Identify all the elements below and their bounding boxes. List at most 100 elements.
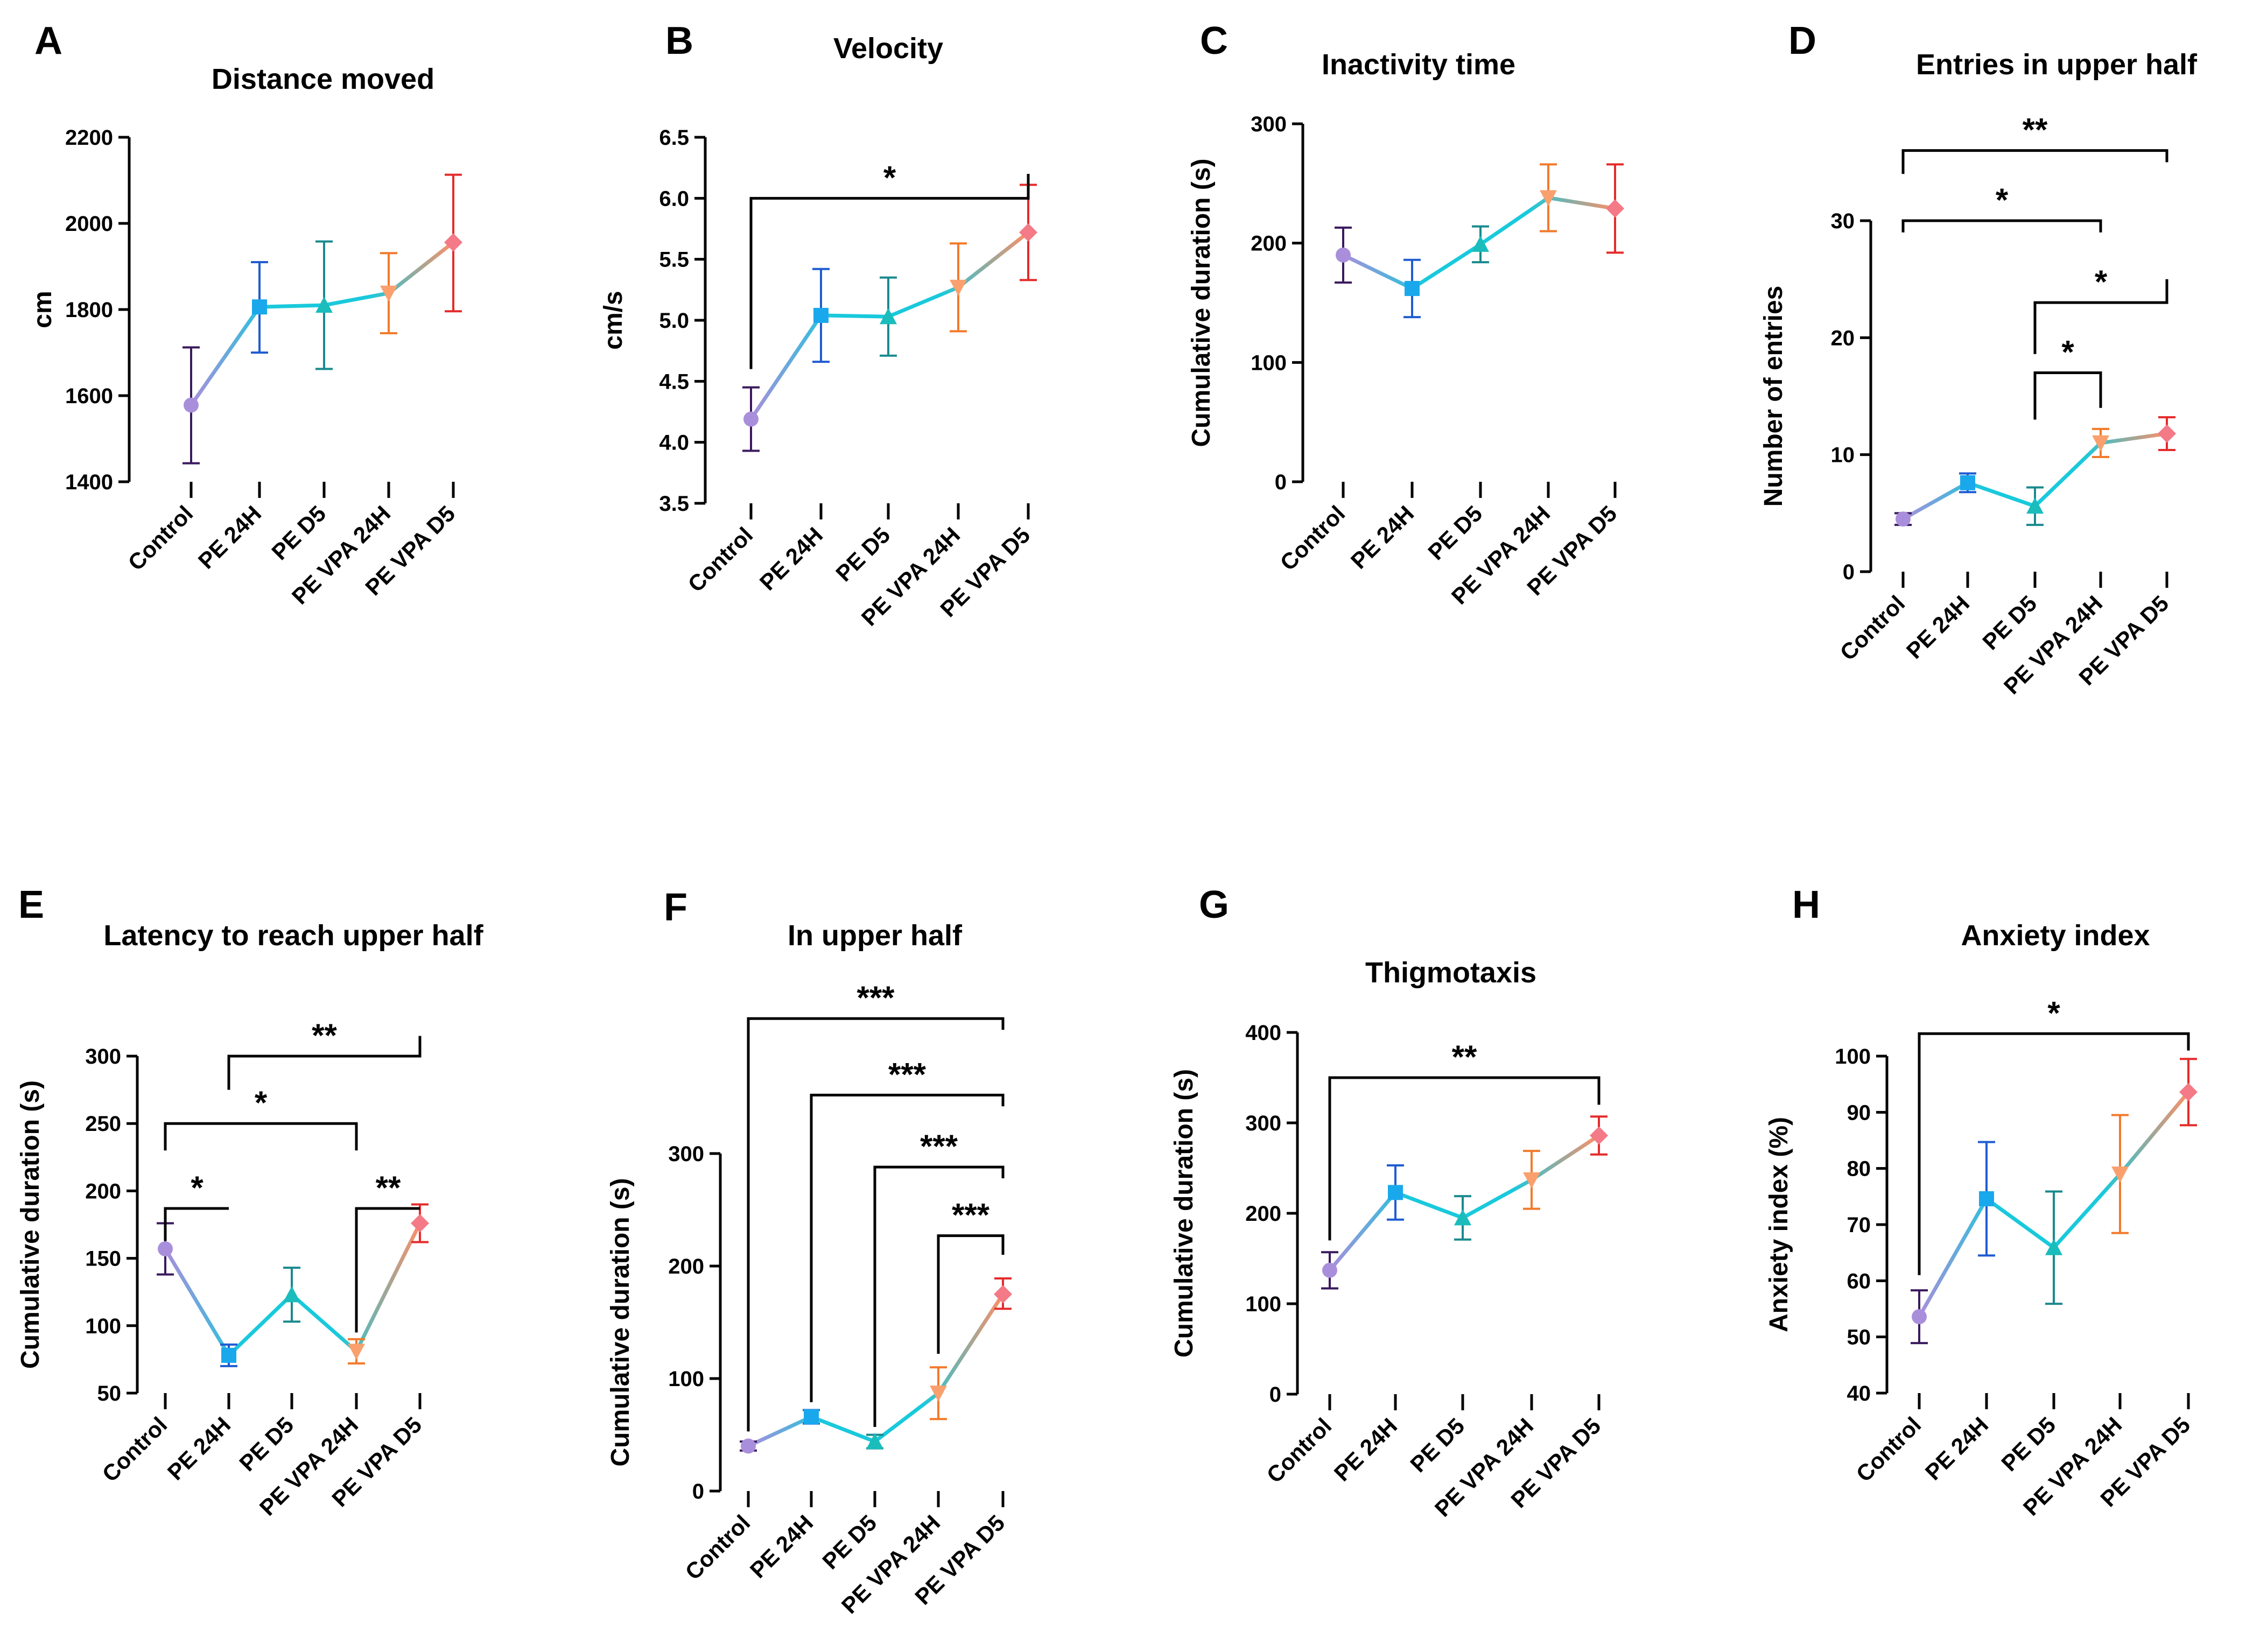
y-tick-label-c: 100 bbox=[1251, 351, 1287, 375]
y-axis-title-h: Anxiety index (%) bbox=[1765, 1117, 1793, 1332]
significance-label-d: * bbox=[2061, 334, 2074, 370]
chart-panel-b: B Velocity 3.5 4.0 4.5 5.0 5.5 6.0 6.5 cm/s Contro… bbox=[599, 19, 1037, 631]
x-tick-label-d: PE D5 bbox=[1977, 590, 2041, 655]
y-tick-label-h: 60 bbox=[1847, 1269, 1871, 1293]
significance-bracket-e bbox=[227, 1036, 422, 1090]
x-tick-label-b: PE D5 bbox=[831, 522, 895, 586]
significance-label-e: ** bbox=[376, 1170, 401, 1206]
square-marker-h bbox=[1979, 1191, 1994, 1207]
triangle-down-marker-a bbox=[380, 285, 397, 302]
significance-label-e: ** bbox=[312, 1017, 337, 1053]
y-tick-label-d: 10 bbox=[1831, 444, 1855, 467]
chart-title-d: Entries in upper half bbox=[1916, 48, 2198, 81]
square-marker-a bbox=[252, 299, 267, 315]
square-marker-c bbox=[1405, 280, 1420, 296]
significance-bracket-d bbox=[1901, 149, 2168, 174]
x-tick-label-c: PE 24H bbox=[1346, 501, 1419, 574]
y-tick-label-b: 5.0 bbox=[659, 309, 689, 333]
chart-panel-f: F In upper half 0 100 200 300 Cumulative durat… bbox=[606, 886, 1012, 1619]
triangle-marker-d bbox=[2026, 497, 2044, 514]
significance-bracket-e bbox=[164, 1207, 229, 1241]
square-marker-d bbox=[1960, 475, 1975, 490]
x-tick-label-b: Control bbox=[683, 522, 758, 597]
y-tick-label-e: 250 bbox=[85, 1112, 121, 1136]
panel-letter-g: G bbox=[1199, 883, 1229, 926]
x-tick-label-c: Control bbox=[1275, 501, 1350, 575]
y-axis-title-d: Number of entries bbox=[1759, 286, 1788, 507]
triangle-down-marker-c bbox=[1540, 190, 1557, 207]
y-tick-label-e: 300 bbox=[85, 1045, 121, 1068]
significance-label-e: * bbox=[191, 1170, 203, 1206]
panel-letter-a: A bbox=[34, 19, 62, 62]
significance-label-f: *** bbox=[952, 1197, 990, 1233]
diamond-marker-g bbox=[1590, 1126, 1608, 1145]
panel-letter-e: E bbox=[18, 883, 44, 926]
significance-label-g: ** bbox=[1452, 1039, 1477, 1075]
chart-title-a: Distance moved bbox=[212, 63, 434, 95]
diamond-marker-e bbox=[411, 1214, 429, 1233]
chart-panel-e: E Latency to reach upper half 50 100 150 200 2… bbox=[16, 883, 484, 1521]
significance-bracket-b bbox=[749, 174, 1030, 369]
panel-letter-b: B bbox=[665, 19, 693, 62]
y-tick-label-h: 70 bbox=[1847, 1213, 1871, 1237]
diamond-marker-f bbox=[994, 1285, 1012, 1304]
significance-bracket-f bbox=[937, 1234, 1005, 1354]
x-tick-label-f: PE 24H bbox=[745, 1510, 818, 1583]
triangle-down-marker-h bbox=[2111, 1166, 2129, 1183]
significance-label-b: * bbox=[883, 159, 896, 195]
x-tick-label-g: PE 24H bbox=[1329, 1413, 1402, 1486]
x-tick-label-h: PE 24H bbox=[1920, 1412, 1994, 1485]
y-tick-label-b: 4.5 bbox=[659, 370, 689, 393]
panel-letter-h: H bbox=[1792, 883, 1820, 926]
triangle-down-marker-d bbox=[2092, 435, 2109, 452]
chart-panel-h: H Anxiety index 40 50 60 70 80 90 100 Anxiety ind… bbox=[1765, 883, 2198, 1521]
circle-marker-h bbox=[1912, 1309, 1927, 1325]
significance-bracket-d bbox=[2033, 279, 2168, 354]
triangle-marker-a bbox=[315, 297, 333, 313]
x-tick-label-e: Control bbox=[97, 1412, 172, 1487]
y-tick-label-f: 0 bbox=[692, 1480, 704, 1503]
significance-label-d: * bbox=[1996, 182, 2009, 218]
significance-bracket-h bbox=[1918, 1032, 2190, 1275]
significance-bracket-e bbox=[164, 1122, 358, 1151]
y-axis-title-g: Cumulative duration (s) bbox=[1170, 1069, 1198, 1358]
square-marker-f bbox=[804, 1409, 819, 1425]
x-tick-label-e: PE 24H bbox=[163, 1412, 236, 1485]
circle-marker-a bbox=[184, 397, 199, 413]
significance-bracket-f bbox=[747, 1017, 1005, 1432]
diamond-marker-b bbox=[1019, 223, 1037, 242]
chart-title-e: Latency to reach upper half bbox=[103, 919, 483, 952]
x-tick-label-h: Control bbox=[1851, 1412, 1926, 1487]
significance-label-d: * bbox=[2095, 264, 2108, 300]
significance-bracket-f bbox=[873, 1165, 1005, 1427]
y-tick-label-g: 300 bbox=[1245, 1112, 1281, 1135]
chart-panel-d: D Entries in upper half 0 10 20 30 Number of e… bbox=[1759, 19, 2198, 699]
significance-bracket-d bbox=[1901, 219, 2102, 233]
square-marker-b bbox=[813, 307, 829, 323]
y-axis-title-b: cm/s bbox=[599, 291, 628, 349]
triangle-marker-f bbox=[866, 1433, 883, 1450]
significance-bracket-e bbox=[355, 1207, 420, 1333]
series-line-b bbox=[749, 231, 1030, 420]
x-tick-label-g: PE D5 bbox=[1405, 1413, 1469, 1477]
y-tick-label-b: 4.0 bbox=[659, 431, 689, 455]
y-tick-label-a: 2000 bbox=[65, 212, 113, 236]
diamond-marker-c bbox=[1606, 199, 1624, 218]
y-tick-label-b: 5.5 bbox=[659, 248, 689, 272]
y-tick-label-e: 200 bbox=[85, 1179, 121, 1203]
circle-marker-g bbox=[1322, 1262, 1337, 1278]
circle-marker-c bbox=[1336, 247, 1351, 263]
y-axis-title-a: cm bbox=[29, 291, 57, 328]
y-tick-label-e: 50 bbox=[97, 1382, 122, 1405]
chart-panel-g: G Thigmotaxis 0 100 200 300 400 Cumulative dura… bbox=[1170, 883, 1608, 1522]
y-tick-label-d: 30 bbox=[1831, 209, 1855, 233]
y-tick-label-h: 40 bbox=[1847, 1382, 1871, 1405]
y-tick-label-g: 0 bbox=[1269, 1383, 1281, 1407]
diamond-marker-d bbox=[2158, 424, 2176, 443]
y-axis-title-f: Cumulative duration (s) bbox=[606, 1178, 635, 1466]
significance-label-d: ** bbox=[2023, 112, 2048, 148]
y-axis-title-c: Cumulative duration (s) bbox=[1187, 158, 1216, 447]
circle-marker-f bbox=[741, 1438, 756, 1454]
chart-title-b: Velocity bbox=[833, 32, 943, 65]
